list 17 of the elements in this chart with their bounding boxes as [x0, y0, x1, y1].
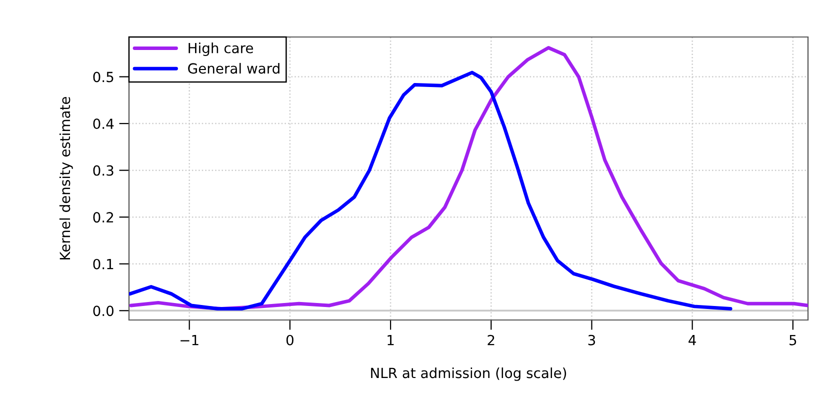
legend-label: General ward: [188, 62, 280, 74]
legend-label: High care: [188, 42, 254, 56]
x-tick-label: 1: [388, 335, 394, 346]
x-tick-label: −1: [180, 335, 198, 346]
x-tick-label: 3: [588, 334, 596, 346]
x-tick-label: 4: [688, 335, 696, 346]
y-axis-title: Kernel density estimate: [59, 96, 73, 260]
x-tick-label: 0: [286, 334, 294, 346]
x-axis-title: NLR at admission (log scale): [371, 367, 566, 381]
x-tick-label: 5: [790, 335, 796, 346]
y-tick-label: 0.3: [93, 165, 114, 176]
y-tick-label: 0.5: [93, 72, 114, 82]
y-tick-label: 0.0: [93, 306, 114, 316]
y-tick-label: 0.1: [93, 258, 114, 270]
y-tick-label: 0.2: [93, 212, 114, 223]
x-tick-label: 2: [488, 334, 494, 346]
y-tick-label: 0.4: [93, 118, 114, 130]
